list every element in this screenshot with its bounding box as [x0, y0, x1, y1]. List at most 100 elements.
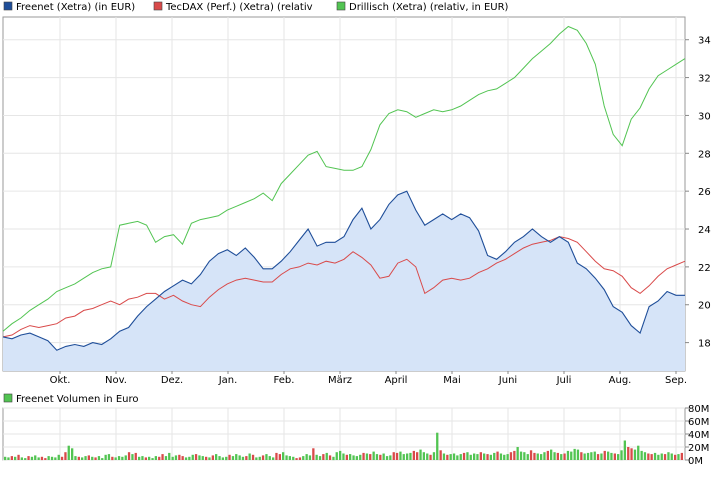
- volume-bar: [543, 452, 546, 460]
- volume-bar: [134, 452, 137, 460]
- volume-bar: [610, 452, 613, 460]
- volume-bar: [349, 454, 352, 460]
- volume-bar: [439, 450, 442, 461]
- volume-bar: [40, 456, 44, 461]
- volume-bar: [493, 452, 496, 460]
- volume-bar: [667, 452, 670, 460]
- legend-swatch-drillisch: [336, 1, 346, 11]
- volume-bar: [637, 445, 640, 460]
- legend: Freenet (Xetra) (in EUR) TecDAX (Perf.) …: [3, 1, 509, 13]
- y-tick-label: 18: [698, 339, 711, 350]
- volume-bar: [529, 450, 533, 461]
- volume-bar: [643, 452, 647, 460]
- volume-bar: [496, 451, 499, 460]
- price-y-axis: 18 20 22 24 26 28 30 32 34: [685, 36, 711, 350]
- volume-bar: [74, 456, 77, 460]
- volume-bar: [10, 456, 13, 460]
- volume-bar: [466, 452, 469, 460]
- volume-bar: [258, 456, 261, 461]
- volume-bar: [151, 458, 154, 460]
- volume-bar: [50, 456, 54, 461]
- x-tick-label: Mai: [443, 375, 461, 386]
- volume-bar: [409, 452, 412, 460]
- volume-bar: [164, 456, 168, 460]
- volume-bar: [184, 457, 188, 460]
- volume-bar: [509, 452, 513, 460]
- y-tick-label: 20: [698, 301, 711, 312]
- volume-bar: [607, 451, 610, 460]
- volume-bar: [399, 451, 402, 460]
- volume-bar: [452, 453, 456, 460]
- volume-bar: [47, 456, 50, 460]
- legend-label-freenet: Freenet (Xetra) (in EUR): [16, 2, 135, 13]
- volume-bar: [627, 447, 630, 460]
- volume-bar: [111, 456, 114, 461]
- volume-bar: [305, 454, 308, 460]
- volume-bar: [563, 453, 566, 460]
- volume-bar: [141, 456, 144, 460]
- volume-bar: [154, 456, 157, 460]
- volume-bar: [275, 452, 278, 460]
- y-tick-label: 28: [698, 149, 711, 160]
- volume-bar: [107, 454, 111, 460]
- volume-bar: [288, 456, 291, 460]
- volume-bar: [235, 454, 238, 460]
- volume-bar: [77, 456, 80, 461]
- volume-bar: [248, 453, 251, 460]
- volume-bar: [27, 456, 30, 460]
- volume-bar: [148, 456, 151, 461]
- volume-bar: [114, 457, 117, 460]
- volume-bar: [570, 451, 573, 460]
- volume-bar: [144, 457, 147, 460]
- volume-bar: [67, 445, 70, 460]
- volume-bar: [553, 452, 556, 460]
- freenet-line: [2, 190, 685, 351]
- volume-bar: [596, 454, 600, 460]
- price-x-axis: Okt. Nov. Dez. Jan. Feb. März April Mai Juni Juli…: [50, 371, 687, 386]
- volume-bar: [416, 452, 419, 460]
- volume-bar: [630, 448, 633, 460]
- volume-bar: [332, 456, 335, 461]
- volume-bar: [245, 456, 248, 460]
- volume-bar: [17, 454, 20, 460]
- volume-bar: [178, 454, 181, 460]
- x-tick-label: Sep.: [665, 375, 687, 386]
- x-tick-label: Nov.: [105, 375, 127, 386]
- volume-bar: [385, 456, 389, 460]
- volume-bar: [536, 453, 539, 460]
- volume-bar: [576, 449, 580, 460]
- volume-bar: [519, 451, 523, 460]
- volume-bar: [231, 456, 235, 460]
- volume-bar: [57, 454, 60, 460]
- volume-bar: [406, 453, 409, 460]
- volume-bar: [600, 453, 603, 460]
- volume-bar: [91, 456, 94, 461]
- volume-bar: [345, 454, 348, 460]
- volume-legend-swatch: [3, 393, 13, 403]
- volume-bar: [573, 448, 576, 460]
- x-tick-label: April: [385, 375, 408, 386]
- volume-bar: [486, 454, 489, 460]
- volume-bar: [158, 456, 161, 461]
- volume-bar: [436, 432, 439, 460]
- volume-bar: [462, 452, 466, 460]
- x-tick-label: Feb.: [274, 375, 295, 386]
- volume-bar: [20, 457, 23, 460]
- volume-bar: [352, 455, 355, 460]
- volume-bar: [54, 457, 57, 460]
- volume-bar: [540, 454, 543, 460]
- volume-bar: [432, 452, 436, 460]
- volume-bar: [211, 455, 214, 460]
- volume-legend-label: Freenet Volumen in Euro: [16, 394, 138, 405]
- volume-bar: [365, 453, 369, 460]
- volume-bar: [161, 454, 164, 460]
- volume-bar: [255, 457, 258, 460]
- volume-bar: [138, 456, 141, 461]
- volume-bar: [442, 453, 446, 460]
- volume-bar: [335, 452, 338, 460]
- volume-bar: [412, 450, 415, 460]
- volume-bar: [586, 452, 590, 460]
- volume-bar: [225, 456, 228, 461]
- volume-bar: [590, 452, 593, 460]
- volume-bar: [339, 450, 342, 460]
